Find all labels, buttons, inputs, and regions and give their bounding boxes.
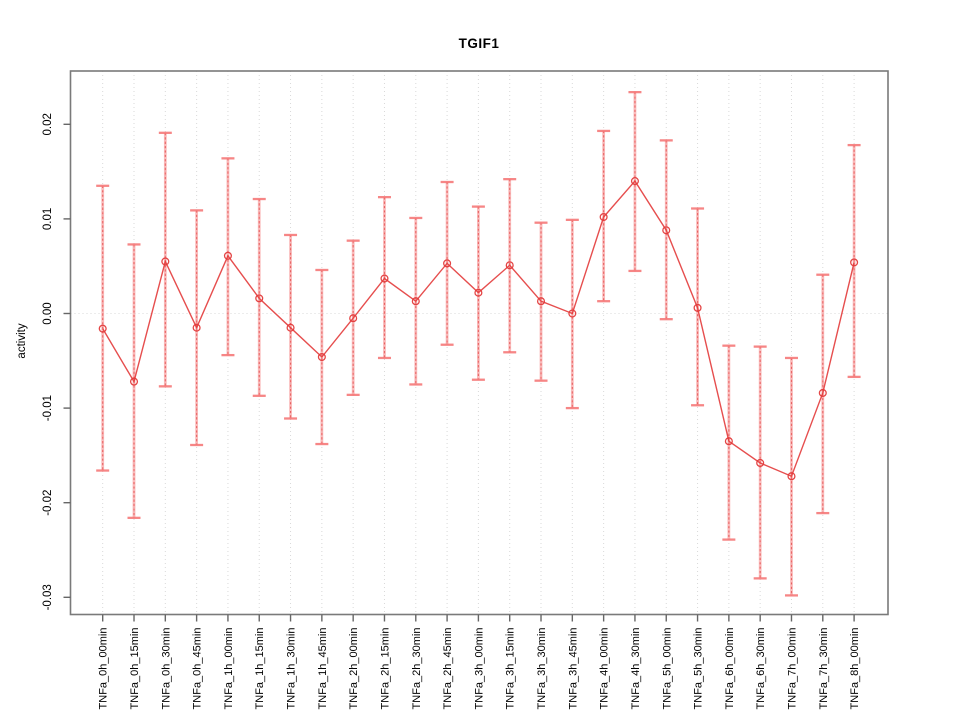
error-bar	[377, 195, 391, 360]
data-point	[818, 388, 827, 398]
data-point	[443, 259, 452, 268]
x-tick-label: TNFa_5h_30min	[693, 628, 705, 710]
x-tick-label: TNFa_2h_15min	[379, 628, 391, 710]
x-tick-label: TNFa_1h_15min	[254, 628, 266, 710]
y-tick-label: 0.02	[42, 113, 54, 135]
data-point	[161, 257, 170, 266]
data-point	[129, 377, 139, 386]
x-tick-label: TNFa_1h_45min	[317, 628, 329, 710]
x-axis: TNFa_0h_00min TNFa_0h_15min TNFa_0h_30min T…	[98, 614, 861, 710]
data-point	[380, 274, 389, 283]
data-point	[599, 212, 608, 222]
data-point	[630, 177, 639, 186]
data-points	[98, 177, 859, 481]
data-point	[349, 314, 358, 323]
x-tick-label: TNFa_3h_45min	[567, 628, 579, 710]
x-tick-label: TNFa_4h_30min	[630, 628, 642, 710]
data-point	[850, 258, 859, 267]
data-point	[192, 323, 201, 332]
x-tick-label: TNFa_7h_00min	[786, 628, 798, 710]
x-tick-label: TNFa_8h_00min	[849, 628, 861, 710]
data-point	[724, 437, 733, 446]
data-point	[317, 352, 326, 362]
y-tick-label: 0.00	[42, 302, 54, 324]
x-tick-label: TNFa_2h_00min	[348, 628, 360, 710]
x-tick-label: TNFa_3h_30min	[536, 628, 548, 710]
x-tick-label: TNFa_1h_00min	[223, 628, 235, 710]
error-bar	[96, 184, 110, 472]
x-tick-label: TNFa_0h_30min	[160, 628, 172, 710]
x-tick-label: TNFa_3h_00min	[473, 628, 485, 710]
data-point	[505, 261, 514, 270]
data-point	[411, 297, 420, 306]
x-tick-label: TNFa_7h_30min	[818, 628, 830, 710]
x-tick-label: TNFa_1h_30min	[286, 628, 298, 710]
series-line	[102, 179, 855, 478]
x-tick-label: TNFa_6h_00min	[724, 628, 736, 710]
data-point	[223, 251, 232, 260]
error-bar	[158, 131, 172, 388]
error-bar	[722, 344, 736, 541]
data-point	[568, 309, 577, 318]
x-tick-label: TNFa_0h_00min	[98, 628, 110, 710]
y-tick-label: -0.01	[42, 395, 54, 421]
data-point	[98, 324, 107, 333]
y-axis: 0.02 0.01 0.00 -0.01 -0.02 -0.03	[42, 113, 71, 610]
data-point	[286, 323, 295, 332]
y-tick-label: 0.01	[42, 208, 54, 230]
x-tick-label: TNFa_6h_30min	[755, 628, 767, 710]
x-tick-label: TNFa_0h_15min	[129, 628, 141, 710]
x-tick-label: TNFa_2h_45min	[442, 628, 454, 710]
x-tick-label: TNFa_0h_45min	[192, 628, 204, 710]
x-tick-label: TNFa_3h_15min	[505, 628, 517, 710]
data-point	[474, 288, 483, 297]
data-point	[787, 472, 796, 481]
error-bar	[847, 143, 861, 379]
data-point	[536, 297, 546, 306]
plot-box	[69, 70, 889, 616]
data-point	[255, 294, 264, 303]
data-point	[662, 226, 671, 235]
x-tick-label: TNFa_4h_00min	[599, 628, 611, 710]
x-tick-label: TNFa_5h_00min	[661, 628, 673, 710]
y-tick-label: -0.03	[42, 584, 54, 610]
y-tick-label: -0.02	[42, 490, 54, 516]
chart-title: TGIF1	[458, 36, 500, 51]
data-point	[756, 458, 765, 468]
data-point	[693, 303, 702, 312]
x-tick-label: TNFa_2h_30min	[411, 628, 423, 710]
